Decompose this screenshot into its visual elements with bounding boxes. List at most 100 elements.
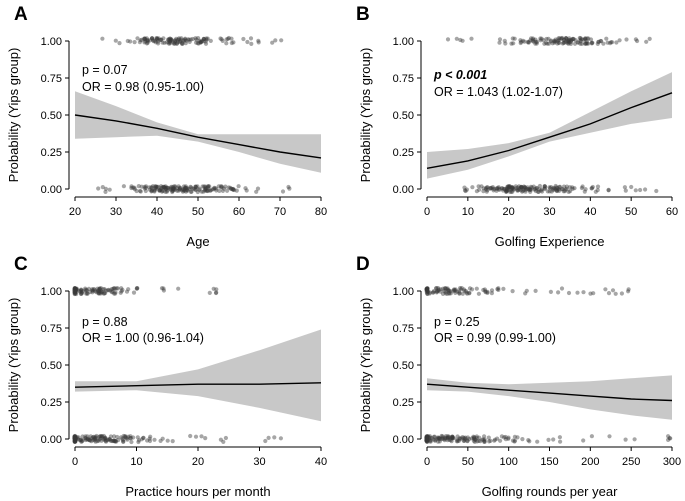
data-point xyxy=(547,185,552,190)
data-point xyxy=(454,439,459,444)
data-point xyxy=(539,36,544,41)
data-point xyxy=(477,187,482,192)
data-point xyxy=(559,286,565,291)
data-point xyxy=(286,184,291,190)
data-point xyxy=(153,40,158,45)
data-point xyxy=(115,434,120,440)
data-point xyxy=(72,439,78,444)
data-point xyxy=(546,36,551,41)
data-point xyxy=(171,187,176,192)
data-point xyxy=(425,435,430,440)
x-tick-label: 150 xyxy=(540,456,558,468)
data-point xyxy=(78,438,83,443)
y-tick-label: 0.75 xyxy=(393,73,414,85)
x-tick-label: 0 xyxy=(424,456,430,468)
data-point xyxy=(445,291,450,296)
data-point xyxy=(633,188,638,193)
data-point xyxy=(518,40,523,46)
data-point xyxy=(147,436,152,441)
data-point xyxy=(557,184,562,190)
data-point xyxy=(168,40,173,46)
data-point xyxy=(507,189,512,194)
data-point xyxy=(515,187,520,192)
data-point xyxy=(159,184,164,189)
data-point xyxy=(567,36,572,41)
data-point xyxy=(145,438,150,443)
data-point xyxy=(266,435,271,440)
data-point xyxy=(429,436,435,441)
data-point xyxy=(225,188,230,193)
data-point xyxy=(204,37,209,42)
data-point xyxy=(515,185,520,190)
data-point xyxy=(151,39,156,44)
fit-line xyxy=(74,114,322,159)
data-point xyxy=(219,37,224,42)
data-point xyxy=(425,287,430,292)
data-point xyxy=(161,36,166,41)
data-point xyxy=(168,187,173,192)
data-point xyxy=(161,286,166,291)
data-point xyxy=(73,289,78,294)
data-point xyxy=(161,188,166,193)
data-point xyxy=(100,36,105,41)
data-point xyxy=(123,435,128,440)
data-point xyxy=(523,291,528,296)
data-point xyxy=(83,434,88,439)
data-point xyxy=(433,438,438,443)
data-point xyxy=(166,37,171,42)
data-point xyxy=(453,287,458,292)
data-point xyxy=(557,36,562,41)
y-tick-label: 0.75 xyxy=(41,323,62,335)
panel-letter: A xyxy=(14,4,28,25)
data-point xyxy=(496,185,501,190)
data-point xyxy=(507,184,512,189)
data-point xyxy=(542,186,548,191)
data-point xyxy=(182,188,187,193)
data-point xyxy=(202,184,207,189)
data-point xyxy=(170,188,175,193)
data-point xyxy=(144,36,149,41)
data-point xyxy=(443,434,448,439)
data-point xyxy=(523,189,528,194)
data-point xyxy=(482,438,487,443)
data-point xyxy=(203,436,208,441)
data-point xyxy=(428,438,433,443)
data-point xyxy=(582,36,588,41)
data-point xyxy=(73,437,78,442)
data-point xyxy=(590,184,595,190)
data-point xyxy=(136,184,141,189)
data-point xyxy=(544,36,549,42)
x-tick-label: 10 xyxy=(130,456,142,468)
data-point xyxy=(448,436,453,441)
data-point xyxy=(72,439,77,444)
data-point xyxy=(201,189,206,194)
data-point xyxy=(463,188,468,194)
data-point xyxy=(185,187,190,192)
data-point xyxy=(436,288,441,293)
data-point xyxy=(75,436,80,442)
data-point xyxy=(436,435,441,440)
data-point xyxy=(121,184,126,189)
data-point xyxy=(482,437,487,442)
data-point xyxy=(519,39,524,45)
data-point xyxy=(91,287,96,292)
data-point xyxy=(145,38,150,43)
data-point xyxy=(173,184,178,189)
data-point xyxy=(144,184,149,189)
data-point xyxy=(626,289,631,294)
data-point xyxy=(474,286,479,291)
data-point xyxy=(218,36,223,41)
data-point xyxy=(113,439,118,444)
data-point xyxy=(118,435,124,440)
data-point xyxy=(73,438,78,443)
data-point xyxy=(231,186,236,192)
data-point xyxy=(517,187,522,192)
data-point xyxy=(73,436,78,441)
data-point xyxy=(103,186,108,191)
data-point xyxy=(624,37,629,42)
data-point xyxy=(567,40,572,45)
data-point xyxy=(197,187,202,192)
data-point xyxy=(552,40,557,45)
data-point xyxy=(436,436,441,441)
